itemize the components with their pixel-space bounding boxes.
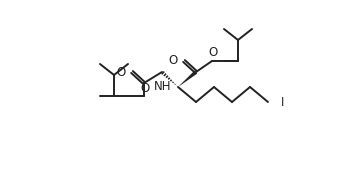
Text: O: O bbox=[208, 46, 218, 60]
Text: NH: NH bbox=[154, 80, 172, 93]
Text: O: O bbox=[117, 66, 126, 78]
Text: O: O bbox=[140, 82, 150, 94]
Text: O: O bbox=[169, 54, 178, 68]
Polygon shape bbox=[178, 70, 197, 87]
Text: I: I bbox=[281, 96, 284, 108]
